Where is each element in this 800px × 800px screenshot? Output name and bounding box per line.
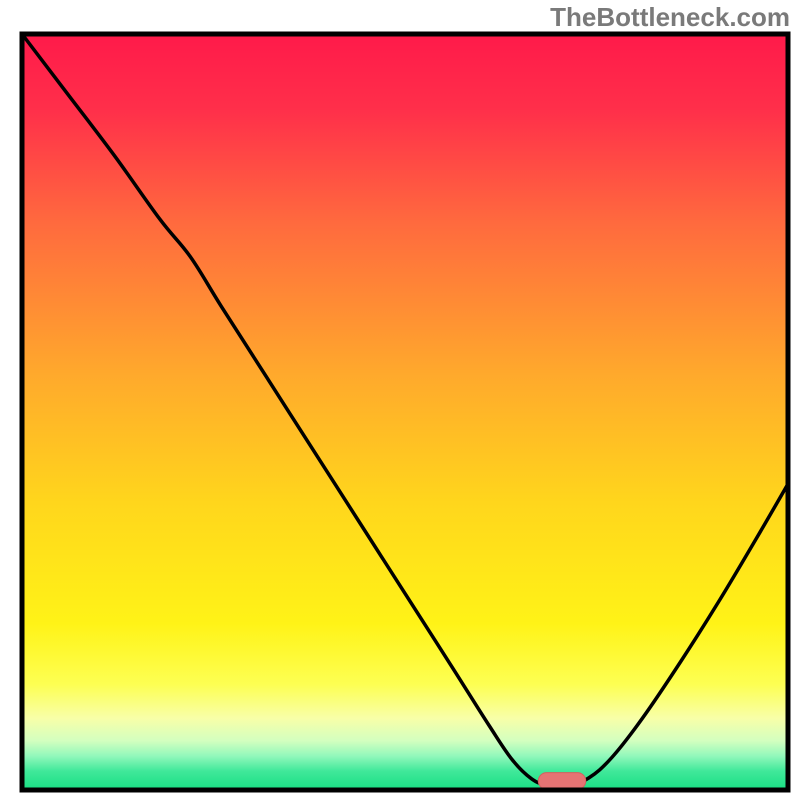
plot-background — [22, 34, 788, 790]
bottleneck-chart — [0, 0, 800, 800]
chart-frame — [0, 0, 800, 800]
watermark-text: TheBottleneck.com — [550, 2, 790, 33]
optimal-point-marker — [538, 773, 585, 790]
